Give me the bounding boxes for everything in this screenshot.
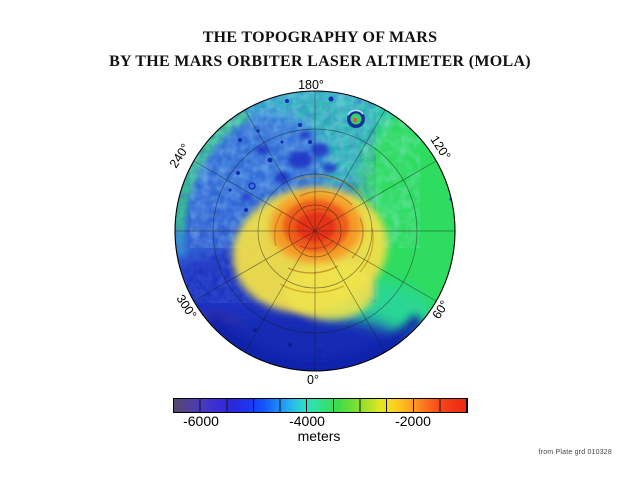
graticule [175,91,455,371]
figure-subtitle: BY THE MARS ORBITER LASER ALTIMETER (MOL… [109,53,531,70]
figure-title: THE TOPOGRAPHY OF MARS [202,29,438,46]
lon-label-0: 0° [307,373,319,387]
lon-label-180: 180° [298,78,324,92]
korolev-crater [347,109,365,128]
spiral-troughs [273,175,374,294]
colorbar-tick-minus2000: -2000 [395,413,431,429]
credit-text: from Plate grd 010328 [538,449,612,456]
colorbar-tick-minus6000: -6000 [183,413,219,429]
topography-disk [175,91,455,371]
colorbar-unit-label: meters [297,428,341,444]
lon-label-240: 240° [167,141,193,170]
map-border-circle [174,90,456,372]
colorbar-tick-minus4000: -4000 [289,413,325,429]
elevation-colorbar [173,398,468,413]
